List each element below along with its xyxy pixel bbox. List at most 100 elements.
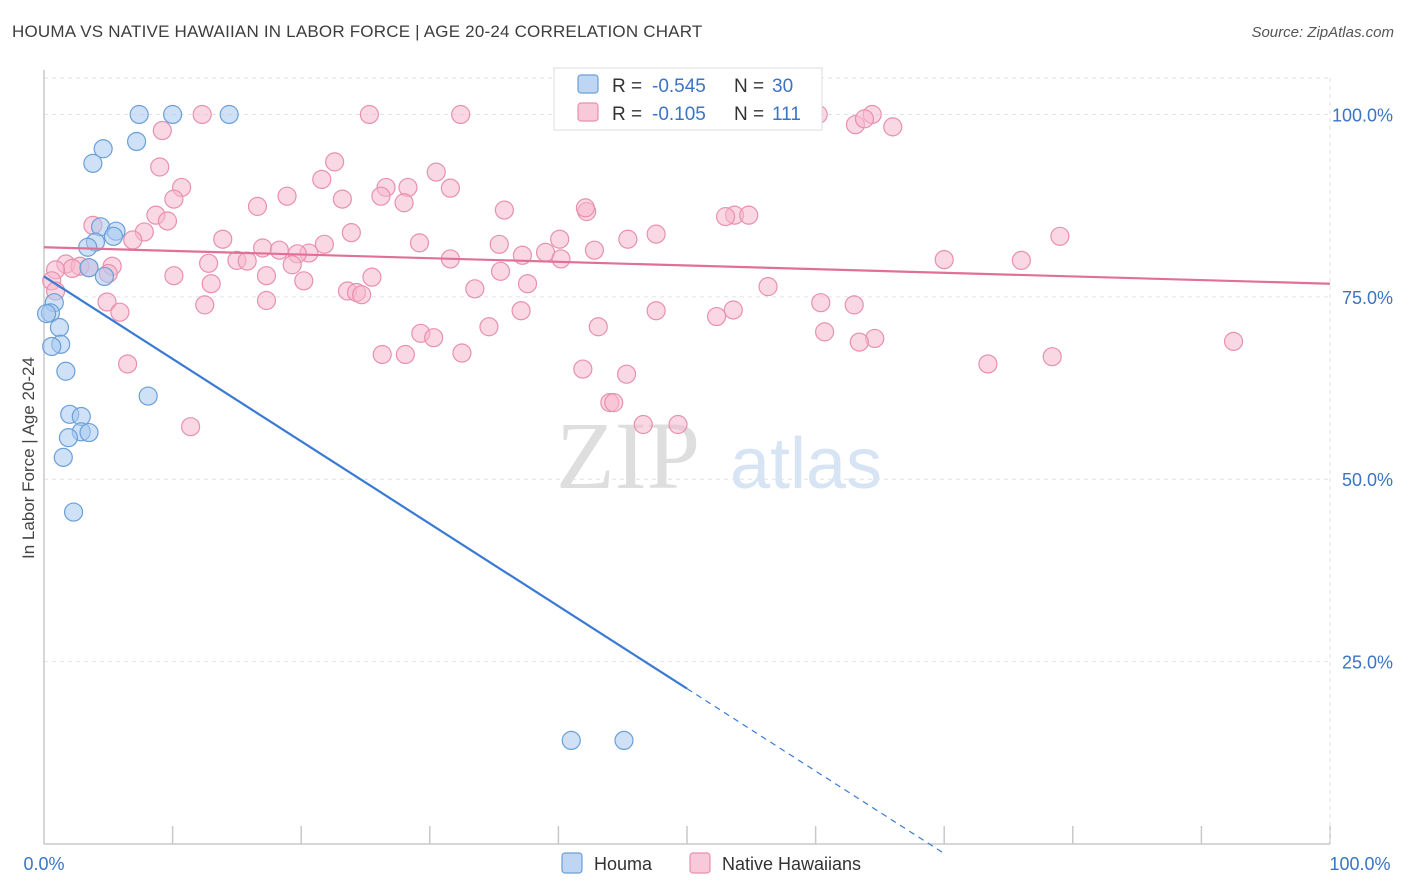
y-tick-label-75: 75.0%	[1342, 288, 1393, 308]
point-houma-11	[79, 258, 99, 278]
legend-n-label-native-hawaiians: N =	[734, 104, 764, 125]
point-houma-8	[103, 226, 124, 246]
point-native-hawaiians-31	[1050, 226, 1070, 246]
point-native-hawaiians-75	[352, 285, 372, 305]
point-native-hawaiians-9	[150, 157, 170, 177]
point-native-hawaiians-39	[314, 234, 334, 254]
point-native-hawaiians-101	[616, 364, 637, 384]
point-native-hawaiians-96	[395, 344, 415, 365]
point-native-hawaiians-10	[426, 162, 446, 182]
point-native-hawaiians-63	[256, 266, 277, 286]
point-native-hawaiians-71	[465, 279, 485, 299]
bottom-legend-swatch-houma	[561, 852, 583, 874]
point-native-hawaiians-47	[551, 249, 571, 269]
point-houma-24	[79, 422, 99, 443]
point-houma-5	[83, 153, 103, 173]
point-native-hawaiians-15	[440, 178, 460, 198]
point-native-hawaiians-25	[739, 205, 759, 225]
point-native-hawaiians-62	[164, 266, 184, 286]
point-native-hawaiians-27	[157, 211, 178, 231]
watermark-atlas: atlas	[730, 424, 882, 504]
point-houma-20	[138, 386, 158, 406]
point-native-hawaiians-32	[341, 223, 361, 243]
point-native-hawaiians-20	[394, 193, 414, 213]
point-native-hawaiians-38	[489, 234, 509, 254]
point-houma-0	[129, 104, 149, 125]
point-houma-1	[163, 104, 183, 125]
point-native-hawaiians-18	[332, 189, 352, 209]
point-native-hawaiians-42	[584, 240, 605, 260]
point-native-hawaiians-7	[152, 120, 172, 141]
point-native-hawaiians-50	[1011, 250, 1031, 270]
legend-r-value-native-hawaiians: -0.105	[652, 104, 706, 125]
point-native-hawaiians-22	[494, 200, 514, 220]
legend-swatch-houma	[577, 74, 599, 94]
point-native-hawaiians-95	[372, 344, 392, 365]
point-native-hawaiians-99	[117, 354, 138, 374]
axes	[43, 70, 1330, 845]
point-native-hawaiians-98	[978, 354, 998, 374]
point-native-hawaiians-8	[325, 152, 345, 172]
point-native-hawaiians-86	[479, 317, 499, 337]
point-houma-15	[36, 304, 57, 324]
point-native-hawaiians-52	[237, 251, 257, 271]
point-native-hawaiians-78	[811, 293, 831, 313]
point-native-hawaiians-110	[715, 207, 736, 227]
point-houma-26	[53, 447, 73, 467]
point-native-hawaiians-90	[424, 328, 444, 348]
point-native-hawaiians-83	[723, 300, 743, 320]
trend-lines	[43, 246, 1331, 854]
point-native-hawaiians-80	[844, 295, 864, 315]
chart-title: HOUMA VS NATIVE HAWAIIAN IN LABOR FORCE …	[12, 22, 703, 41]
legend-n-value-houma: 30	[772, 76, 793, 97]
point-native-hawaiians-2	[451, 104, 471, 125]
y-tick-labels: 25.0% 50.0% 75.0% 100.0%	[1332, 105, 1393, 672]
point-native-hawaiians-59	[62, 258, 82, 279]
point-native-hawaiians-67	[294, 271, 314, 291]
point-native-hawaiians-88	[815, 322, 835, 342]
point-native-hawaiians-107	[575, 198, 596, 218]
point-native-hawaiians-0	[192, 104, 212, 125]
point-native-hawaiians-104	[633, 414, 653, 435]
watermark: ZIP atlas	[556, 402, 882, 509]
point-native-hawaiians-17	[164, 189, 184, 209]
point-native-hawaiians-70	[758, 277, 778, 297]
point-native-hawaiians-1	[359, 104, 379, 125]
trend-line-houma-extension	[686, 688, 945, 854]
point-native-hawaiians-36	[123, 230, 143, 250]
bottom-legend-swatch-native-hawaiians	[689, 852, 711, 874]
legend-r-value-houma: -0.545	[652, 76, 706, 97]
point-native-hawaiians-11	[312, 169, 332, 190]
point-houma-18	[42, 336, 62, 357]
x-tick-label-0: 0.0%	[23, 854, 64, 874]
bottom-legend: Houma Native Hawaiians	[561, 852, 861, 874]
point-native-hawaiians-64	[362, 267, 382, 287]
point-native-hawaiians-37	[409, 233, 430, 253]
y-tick-label-100: 100.0%	[1332, 105, 1393, 125]
legend-swatch-native-hawaiians	[577, 102, 599, 122]
point-native-hawaiians-81	[511, 301, 531, 321]
point-native-hawaiians-87	[588, 317, 608, 337]
point-native-hawaiians-16	[277, 186, 297, 206]
point-houma-19	[56, 361, 76, 381]
x-tick-labels: 0.0% 100.0%	[23, 854, 1390, 874]
bottom-legend-label-native-hawaiians: Native Hawaiians	[722, 854, 861, 874]
point-houma-16	[49, 317, 70, 338]
legend: R = -0.545 N = 30 R = -0.105 N = 111	[553, 67, 823, 131]
y-tick-label-25: 25.0%	[1342, 653, 1393, 673]
point-houma-2	[219, 104, 239, 125]
point-houma-28	[561, 730, 581, 751]
point-native-hawaiians-108	[854, 109, 875, 129]
point-native-hawaiians-76	[256, 290, 277, 311]
point-native-hawaiians-94	[452, 343, 472, 363]
point-native-hawaiians-35	[550, 229, 570, 249]
point-native-hawaiians-100	[573, 359, 593, 379]
point-native-hawaiians-53	[199, 253, 219, 273]
chart-source: Source: ZipAtlas.com	[1251, 24, 1394, 41]
point-houma-29	[614, 730, 634, 751]
point-houma-27	[63, 502, 84, 522]
point-native-hawaiians-93	[1223, 331, 1244, 351]
point-native-hawaiians-30	[646, 224, 666, 244]
point-native-hawaiians-69	[517, 274, 538, 294]
